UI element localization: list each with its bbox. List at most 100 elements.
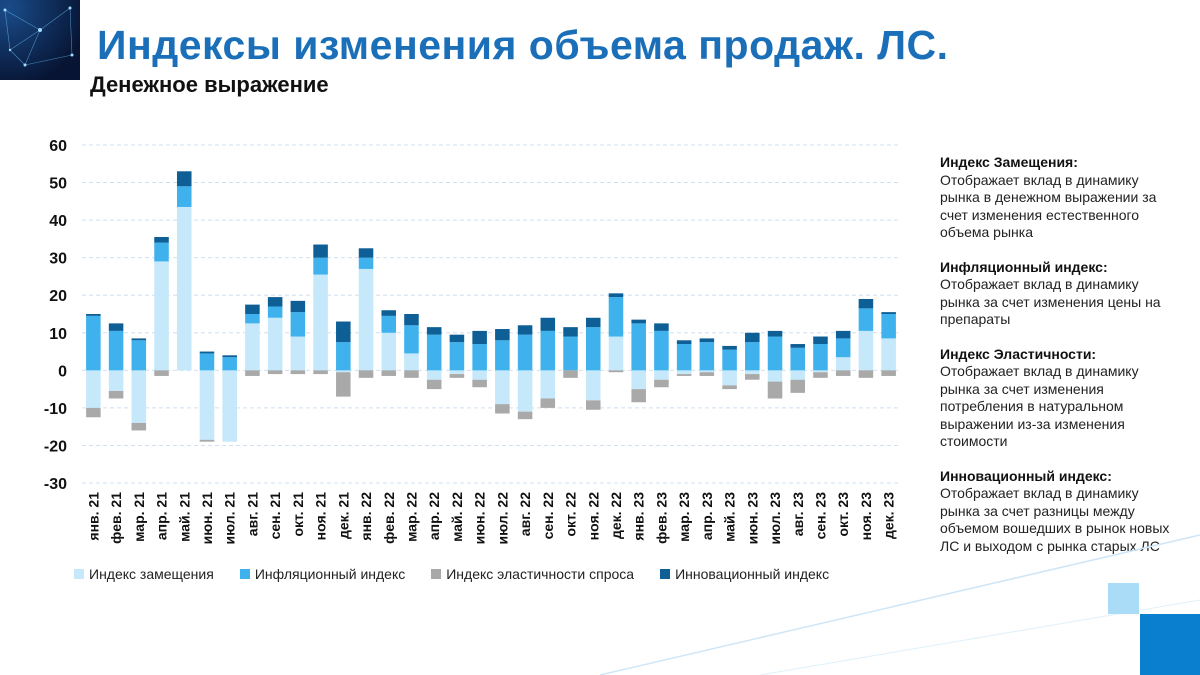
x-tick-label: фев. 21 <box>108 492 124 544</box>
y-tick-label: 0 <box>58 363 67 380</box>
bar-segment-s3-3 <box>154 237 169 243</box>
bar-segment-s2-33 <box>835 370 851 376</box>
bar-segment-s1-28 <box>722 349 737 371</box>
x-tick-label: май. 21 <box>176 492 192 542</box>
x-tick-label: ноя. 22 <box>585 492 601 541</box>
bar-segment-s1-4 <box>176 186 192 207</box>
x-tick-label: мар. 21 <box>131 492 147 542</box>
bar-segment-s2-16 <box>449 374 465 378</box>
bar-segment-s3-33 <box>835 330 851 339</box>
bar-segment-s2-12 <box>358 370 374 378</box>
bar-segment-s2-1 <box>108 390 124 399</box>
bar-segment-s0-5 <box>199 370 215 440</box>
bar-segment-s0-7 <box>245 323 260 371</box>
chart-legend: Индекс замещения Инфляционный индекс Индек… <box>74 564 855 584</box>
bar-segment-s1-13 <box>381 315 397 333</box>
bar-segment-s1-7 <box>245 314 260 324</box>
bar-segment-s1-20 <box>540 330 556 371</box>
bar-segment-s3-4 <box>176 171 192 187</box>
y-tick-label: 10 <box>49 326 67 343</box>
x-tick-label: дек. 21 <box>335 492 351 539</box>
bar-segment-s3-20 <box>540 317 556 331</box>
bar-segment-s3-9 <box>290 300 306 313</box>
x-tick-label: ноя. 23 <box>858 492 874 541</box>
bar-segment-s0-15 <box>426 370 442 380</box>
bar-segment-s0-22 <box>585 370 601 401</box>
bar-segment-s3-30 <box>767 330 783 337</box>
bar-segment-s2-35 <box>881 370 896 376</box>
x-tick-label: фев. 22 <box>381 492 397 544</box>
x-tick-label: апр. 22 <box>426 492 442 540</box>
note-innovation: Инновационный индекс: Отображает вклад в… <box>940 468 1180 556</box>
bar-segment-s2-21 <box>563 370 578 378</box>
bar-segment-s3-13 <box>381 310 397 316</box>
legend-item: Инновационный индекс <box>660 566 829 582</box>
note-text: Отображает вклад в динамику рынка за сче… <box>940 276 1161 327</box>
x-tick-label: окт. 21 <box>290 492 306 537</box>
bar-segment-s1-15 <box>426 334 442 371</box>
x-tick-label: дек. 23 <box>881 492 897 539</box>
bar-segment-s1-14 <box>404 325 419 354</box>
bar-segment-s0-20 <box>540 370 556 399</box>
y-tick-label: 30 <box>49 251 67 268</box>
bar-segment-s0-17 <box>472 370 487 380</box>
bar-segment-s2-20 <box>540 398 556 408</box>
y-axis-ticks: 60 50 40 30 20 10 0 -10 -20 -30 <box>44 138 67 493</box>
bar-segment-s2-34 <box>858 370 874 378</box>
bar-segment-s0-35 <box>881 338 896 371</box>
bar-segment-s1-17 <box>472 344 487 371</box>
bar-segment-s2-24 <box>631 389 646 403</box>
y-tick-label: 60 <box>49 138 67 155</box>
x-tick-label: июл. 23 <box>767 492 783 545</box>
bar-segment-s1-5 <box>199 353 215 371</box>
y-tick-label: -10 <box>44 401 67 418</box>
note-text: Отображает вклад в динамику рынка в дене… <box>940 171 1157 241</box>
bar-segment-s2-30 <box>767 381 783 399</box>
bar-segment-s2-29 <box>745 374 760 380</box>
bar-segment-s3-0 <box>86 314 101 316</box>
bar-segment-s3-2 <box>131 338 147 341</box>
legend-item: Индекс замещения <box>74 566 214 582</box>
bar-segment-s1-19 <box>517 334 533 371</box>
bar-segment-s1-3 <box>154 242 169 262</box>
bar-segment-s1-22 <box>585 327 601 371</box>
bar-segment-s3-10 <box>313 244 328 258</box>
bar-segment-s0-6 <box>222 370 237 442</box>
bar-segment-s3-31 <box>790 344 806 348</box>
bar-segment-s2-14 <box>404 370 419 378</box>
x-tick-label: июн. 22 <box>472 492 488 545</box>
page-subtitle: Денежное выражение <box>90 72 329 97</box>
x-tick-label: янв. 22 <box>358 492 374 541</box>
bar-segment-s2-9 <box>290 370 306 375</box>
bar-segment-s1-26 <box>676 344 692 371</box>
bar-segment-s1-0 <box>86 315 101 371</box>
decorative-square-light <box>1108 583 1139 614</box>
bar-segment-s3-7 <box>245 304 260 314</box>
bar-segment-s3-35 <box>881 312 896 314</box>
bar-segment-s1-23 <box>608 297 624 337</box>
bar-segment-s1-18 <box>495 340 510 371</box>
bar-segment-s1-29 <box>745 342 760 371</box>
x-tick-label: июл. 21 <box>222 492 238 545</box>
y-tick-label: -30 <box>44 476 67 493</box>
bar-segment-s2-10 <box>313 370 328 375</box>
x-tick-label: мар. 23 <box>676 492 692 542</box>
decorative-line <box>759 599 1200 675</box>
legend-label: Индекс эластичности спроса <box>446 566 635 582</box>
x-tick-label: авг. 22 <box>517 492 533 536</box>
x-tick-label: окт. 22 <box>563 492 579 537</box>
bar-segment-s0-16 <box>449 370 465 375</box>
bar-segment-s2-23 <box>608 370 624 373</box>
y-tick-label: 50 <box>49 176 67 193</box>
bar-segment-s3-15 <box>426 327 442 335</box>
y-tick-label: 20 <box>49 288 67 305</box>
bar-segment-s3-18 <box>495 329 510 341</box>
bar-segment-s1-10 <box>313 257 328 275</box>
bar-segment-s1-27 <box>699 342 715 371</box>
note-substitution: Индекс Замещения: Отображает вклад в дин… <box>940 154 1180 242</box>
bar-segment-s1-8 <box>267 306 283 318</box>
bar-segment-s0-25 <box>654 370 669 380</box>
bar-segment-s3-21 <box>563 327 578 337</box>
bar-segment-s0-11 <box>336 370 351 373</box>
bar-segment-s0-24 <box>631 370 646 390</box>
